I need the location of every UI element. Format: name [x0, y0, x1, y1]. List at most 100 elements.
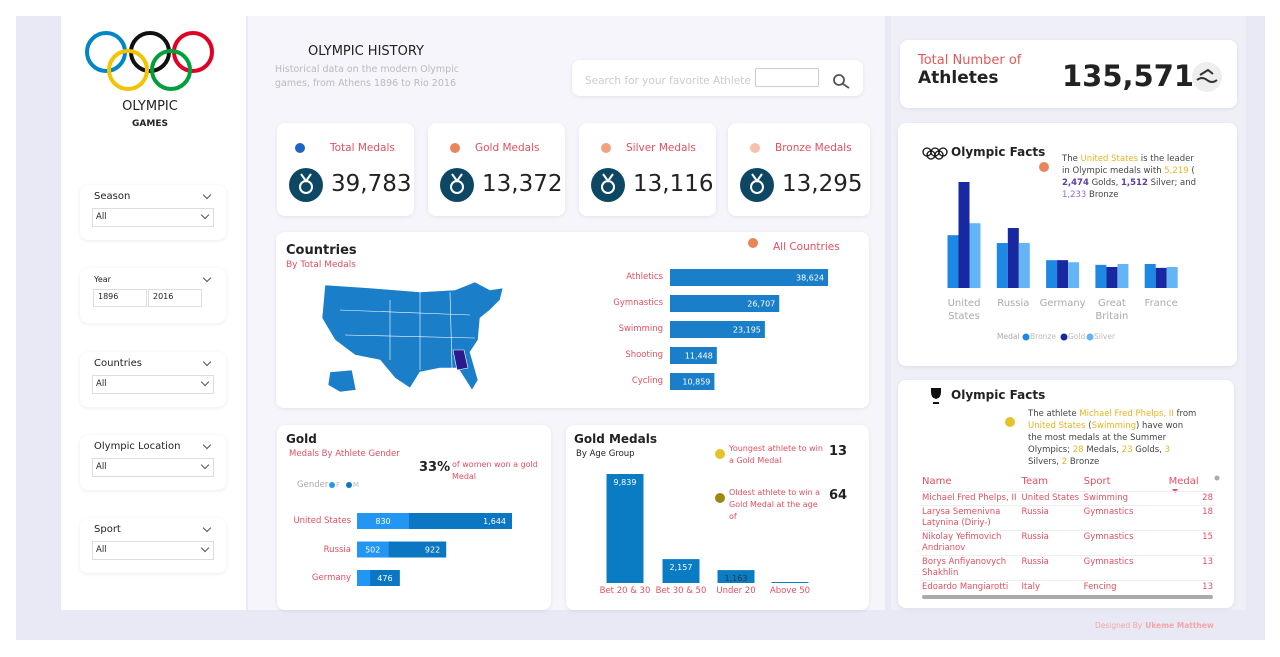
kpi-value: 13,116: [633, 171, 714, 197]
bar: [1018, 243, 1030, 288]
category-label: Bet 30 & 50: [655, 586, 707, 596]
trophy-icon: [931, 388, 941, 404]
category-label: Russia: [997, 298, 1030, 309]
table-cell: Borys Anfiyanovych Shakhlin: [922, 557, 1007, 578]
fact-part: Swimming: [1091, 421, 1137, 431]
value-label: 502: [365, 546, 380, 555]
athletes-value: 135,571: [1062, 59, 1195, 93]
chart-subtitle: By Age Group: [576, 449, 635, 459]
chart-subtitle: Medals By Athlete Gender: [289, 449, 400, 459]
bar: [1144, 264, 1156, 288]
athletes-label: Total Number of: [918, 53, 1022, 68]
column-header: Medal: [1168, 476, 1199, 487]
column-header: Name: [922, 476, 952, 487]
value-label: 11,448: [685, 352, 713, 361]
bar: [947, 235, 959, 288]
category-label: Great Britain: [1095, 298, 1129, 322]
filter-dropdown: [92, 375, 214, 394]
fact-part: Golds,: [1132, 445, 1165, 455]
category-label: Russia: [323, 544, 351, 555]
bar-segment: [409, 513, 512, 529]
category-label: Bet 20 & 30: [599, 586, 651, 596]
bar-segment: [357, 570, 371, 586]
category-label: Swimming: [618, 324, 663, 334]
table-cell: Michael Fred Phelps, II: [922, 493, 1017, 503]
table-row: Edoardo Mangiarotti Italy Fencing 13: [920, 580, 1215, 595]
table-cell: Swimming: [1083, 493, 1129, 503]
medal-icon: [289, 168, 323, 202]
category-label: Shooting: [625, 350, 663, 360]
legend-dot: [1086, 333, 1094, 341]
annotation-dot: [715, 449, 725, 459]
sort-icon: [1172, 489, 1178, 493]
table-cell: Gymnastics: [1083, 507, 1134, 517]
fact-part: 3: [1164, 445, 1171, 455]
column-header: Sport: [1083, 476, 1111, 487]
category-label: Cycling: [631, 376, 663, 386]
athletes-card: [900, 40, 1237, 108]
stat-text: of women won a gold Medal: [452, 460, 538, 481]
bar: [670, 373, 715, 390]
swimmer-icon: [1192, 62, 1222, 92]
us-map: [321, 281, 504, 393]
bar: [670, 321, 765, 338]
fact-dot: [1039, 162, 1049, 172]
medal-icon: [751, 173, 763, 183]
legend-label: Silver: [1094, 332, 1116, 341]
table-cell: Russia: [1021, 557, 1049, 567]
bar: [1155, 267, 1167, 288]
medal-icon: [602, 173, 614, 183]
logo-title: OLYMPIC: [122, 99, 178, 114]
filter-from: 1896: [98, 292, 119, 301]
chart-title: Gold: [286, 432, 317, 446]
filter-label: Olympic Location: [94, 441, 181, 452]
kpi-value: 39,783: [331, 171, 412, 197]
kpi-label: Silver Medals: [626, 142, 696, 154]
kpi-value: 13,372: [482, 171, 563, 197]
search-input[interactable]: [755, 68, 819, 87]
fact-part: United States: [1080, 154, 1139, 164]
table-row: Michael Fred Phelps, II United States Swim…: [920, 491, 1215, 506]
value-label: 830: [375, 517, 390, 526]
category-label: United States: [947, 298, 981, 322]
table-cell: Larysa Semenivna Latynina (Diriy-): [922, 507, 1001, 528]
facts-title: Olympic Facts: [951, 388, 1046, 402]
bar: [1007, 228, 1019, 288]
filter-value: All: [96, 212, 107, 222]
table-cell: 13: [1202, 582, 1213, 592]
legend-label: Bronze: [1030, 332, 1056, 341]
kpi-dot: [450, 143, 460, 153]
fact-part: Bronze: [1067, 457, 1100, 467]
facts-title: Olympic Facts: [951, 145, 1046, 159]
value-label: 1,644: [483, 517, 506, 526]
fact-part: 2,474: [1062, 178, 1089, 188]
medal-icon: [451, 173, 463, 183]
category-label: France: [1144, 298, 1178, 309]
olympic-rings: [85, 31, 214, 91]
bar-segment: [357, 513, 410, 529]
bar: [996, 243, 1008, 288]
annotation-value: 13: [829, 444, 848, 459]
kpi-label: Bronze Medals: [775, 142, 852, 154]
filter-dropdown: [92, 458, 214, 477]
value-label: 38,624: [796, 274, 824, 283]
annotation-text: Youngest athlete to win a Gold Medal: [729, 444, 823, 465]
value-label: 10,859: [682, 378, 710, 387]
filter-dropdown: [92, 541, 214, 560]
value-label: 476: [377, 574, 392, 583]
bar: [1095, 264, 1107, 288]
annotation-value: 64: [829, 488, 848, 503]
facts-rings: [922, 147, 948, 160]
fact-part: 2: [1061, 457, 1068, 467]
stat-value: 33%: [419, 460, 451, 475]
fact-part: Golds,: [1088, 178, 1121, 188]
athletes-label: Athletes: [918, 68, 999, 88]
kpi-dot: [295, 143, 305, 153]
bar: [1117, 264, 1129, 288]
legend-dot: [1022, 333, 1030, 341]
filter-input: [93, 289, 147, 307]
table-cell: Nikolay Yefimovich Andrianov: [922, 532, 1002, 553]
bar: [771, 582, 809, 583]
medal-icon: [740, 168, 774, 202]
